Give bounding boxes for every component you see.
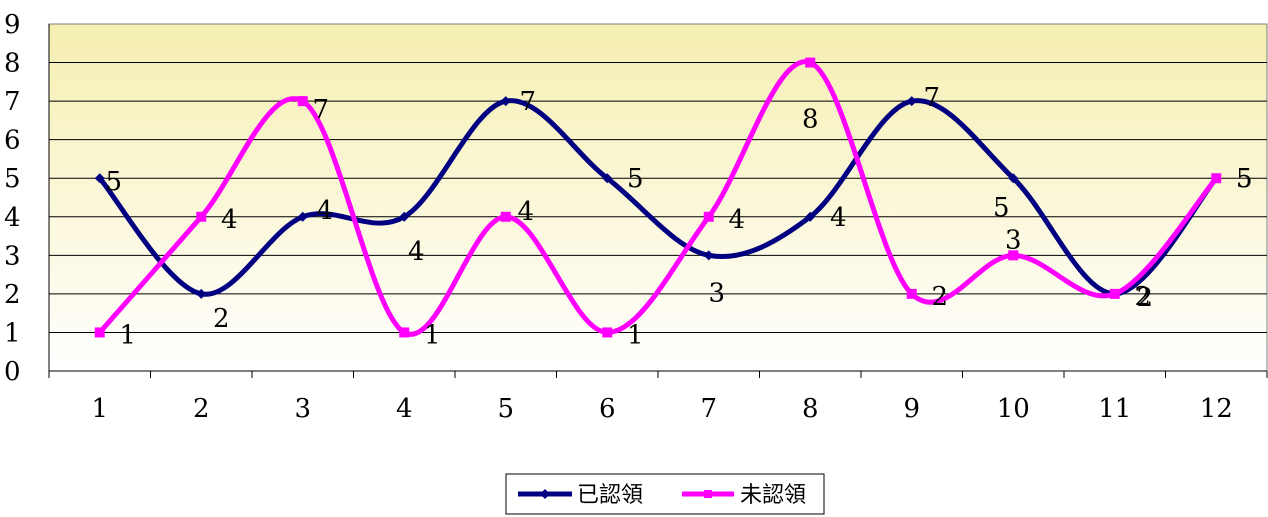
y-tick-label: 7 [4,87,21,117]
data-label: 4 [517,197,534,227]
data-label: 1 [119,320,136,350]
series-1-point [297,211,308,222]
x-tick-label: 11 [1098,394,1131,424]
series-2-point [805,57,816,68]
x-tick-label: 9 [903,394,920,424]
series-1-point [805,211,816,222]
data-label: 2 [213,304,230,334]
x-axis: 1 2 3 4 5 6 7 8 9 10 11 12 [48,370,1268,424]
x-tick-label: 7 [700,394,717,424]
series-2-point [1109,288,1120,299]
data-label: 5 [1236,164,1253,194]
series-2-point [602,327,613,338]
series-2-point [94,327,105,338]
data-label: 5 [1236,164,1253,194]
y-tick-label: 6 [4,126,21,156]
x-tick-label: 10 [997,394,1030,424]
data-label: 7 [312,95,329,125]
x-tick-label: 4 [396,394,413,424]
x-tick-label: 1 [91,394,108,424]
series-2-point [1008,250,1019,261]
data-label: 4 [408,237,425,267]
series-1-point [602,173,613,184]
x-tick-label: 12 [1200,394,1233,424]
series-1-point [703,250,714,261]
x-tick-label: 8 [802,394,819,424]
y-tick-label: 3 [4,241,21,271]
y-tick-label: 5 [4,164,21,194]
data-label: 5 [105,167,122,197]
series-1-point [1008,173,1019,184]
plot-area [48,23,1268,372]
x-tick-label: 3 [294,394,311,424]
data-label: 1 [627,320,644,350]
x-tick-label: 2 [193,394,210,424]
series-2-point [297,96,308,107]
legend: 已認領 未認領 [505,473,825,515]
y-tick-label: 8 [4,49,21,79]
series-1-point [906,96,917,107]
legend-label-series-2: 未認領 [740,483,806,508]
series-2-point [1211,173,1222,184]
data-label: 4 [221,205,238,235]
y-tick-label: 0 [4,357,21,387]
data-label: 2 [1134,282,1151,312]
data-label: 5 [627,164,644,194]
series-1-point [500,96,511,107]
data-label: 4 [316,196,333,226]
series-2-point [703,211,714,222]
data-label: 8 [802,105,819,135]
y-axis: 0 1 2 3 4 5 6 7 8 9 [4,10,50,387]
y-tick-label: 2 [4,280,21,310]
legend-marker-series-1 [540,489,550,499]
series-layer [94,57,1222,338]
legend-marker-series-2 [704,490,712,498]
data-label: 7 [923,83,940,113]
legend-label-series-1: 已認領 [577,483,643,508]
data-label: 7 [519,87,536,117]
data-label: 2 [1136,283,1153,313]
series-2-point [399,327,410,338]
y-tick-label: 4 [4,203,21,233]
series-1-point [399,211,410,222]
data-label: 4 [728,205,745,235]
x-tick-label: 6 [599,394,616,424]
series-2-point [906,288,917,299]
series-1-point [94,173,105,184]
data-label: 2 [931,282,948,312]
data-label: 1 [424,320,441,350]
data-label: 3 [708,278,725,308]
series-1-point [196,288,207,299]
series-2-point [500,211,511,222]
data-label: 5 [993,193,1010,223]
data-label: 3 [1005,225,1022,255]
data-label: 4 [830,203,847,233]
y-tick-label: 1 [4,318,21,348]
y-tick-label: 9 [4,10,21,40]
series-line-1 [97,98,1219,297]
series-2-point [196,211,207,222]
x-tick-label: 5 [497,394,514,424]
